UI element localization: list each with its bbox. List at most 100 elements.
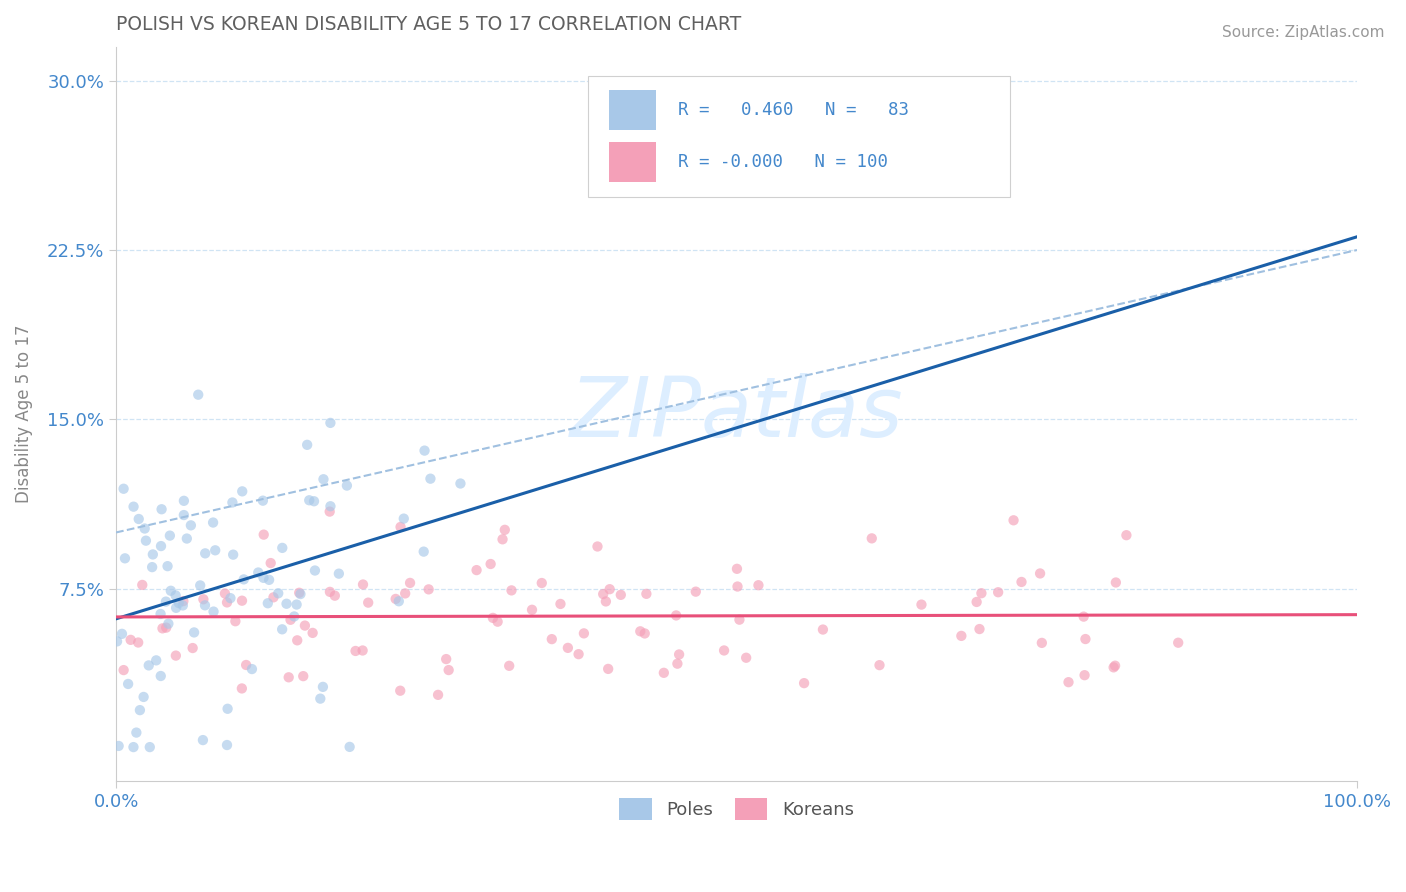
Point: [479, 557, 502, 571]
Point: [309, 691, 332, 706]
Point: [149, 607, 172, 621]
Point: [599, 582, 621, 597]
Point: [498, 658, 520, 673]
Point: [231, 681, 253, 696]
Point: [155, 594, 177, 608]
FancyBboxPatch shape: [609, 90, 655, 130]
Point: [418, 582, 440, 597]
Point: [572, 626, 595, 640]
Point: [1104, 658, 1126, 673]
Point: [222, 548, 245, 562]
Point: [312, 472, 335, 486]
Point: [107, 739, 129, 753]
Point: [344, 644, 367, 658]
Point: [598, 662, 620, 676]
Point: [357, 596, 380, 610]
Point: [419, 472, 441, 486]
Point: [388, 594, 411, 608]
Point: [725, 562, 748, 576]
Point: [530, 576, 553, 591]
Point: [240, 662, 263, 676]
Point: [165, 648, 187, 663]
Point: [165, 589, 187, 603]
Point: [232, 573, 254, 587]
Point: [319, 416, 342, 430]
Point: [666, 657, 689, 671]
Point: [610, 588, 633, 602]
Point: [520, 603, 543, 617]
Point: [685, 584, 707, 599]
Point: [793, 676, 815, 690]
Point: [141, 560, 163, 574]
Point: [312, 680, 335, 694]
Point: [713, 643, 735, 657]
Point: [252, 493, 274, 508]
Point: [165, 600, 187, 615]
Point: [735, 650, 758, 665]
FancyBboxPatch shape: [609, 143, 655, 182]
Point: [193, 592, 215, 607]
Point: [294, 618, 316, 632]
Point: [285, 598, 308, 612]
Point: [159, 528, 181, 542]
Point: [389, 520, 412, 534]
Point: [811, 623, 834, 637]
Point: [550, 597, 572, 611]
Point: [1011, 574, 1033, 589]
Point: [288, 586, 311, 600]
Point: [271, 623, 294, 637]
Point: [628, 624, 651, 639]
Point: [202, 605, 225, 619]
Point: [1029, 566, 1052, 581]
Point: [970, 586, 993, 600]
Point: [173, 508, 195, 522]
Point: [194, 546, 217, 560]
Point: [217, 702, 239, 716]
Point: [138, 658, 160, 673]
Point: [634, 626, 657, 640]
Point: [298, 493, 321, 508]
Point: [159, 583, 181, 598]
Point: [747, 578, 769, 592]
Point: [1074, 632, 1097, 646]
Point: [339, 739, 361, 754]
Point: [122, 740, 145, 755]
Point: [486, 615, 509, 629]
Point: [1002, 513, 1025, 527]
Point: [260, 556, 283, 570]
Point: [132, 690, 155, 704]
Point: [1057, 675, 1080, 690]
FancyBboxPatch shape: [588, 76, 1010, 197]
Point: [987, 585, 1010, 599]
Point: [105, 634, 128, 648]
Point: [112, 482, 135, 496]
Point: [1105, 575, 1128, 590]
Point: [665, 608, 688, 623]
Point: [231, 484, 253, 499]
Point: [280, 613, 302, 627]
Point: [586, 540, 609, 554]
Point: [1073, 668, 1095, 682]
Text: ZIPatlas: ZIPatlas: [569, 374, 903, 454]
Point: [149, 669, 172, 683]
Point: [318, 505, 340, 519]
Point: [131, 578, 153, 592]
Point: [728, 613, 751, 627]
Point: [215, 738, 238, 752]
Point: [181, 640, 204, 655]
Point: [129, 703, 152, 717]
Point: [150, 539, 173, 553]
Point: [214, 586, 236, 600]
Point: [482, 611, 505, 625]
Point: [277, 670, 299, 684]
Point: [328, 566, 350, 581]
Point: [290, 587, 312, 601]
Point: [172, 594, 194, 608]
Point: [540, 632, 562, 647]
Point: [394, 586, 416, 600]
Point: [389, 683, 412, 698]
Point: [494, 523, 516, 537]
Point: [120, 632, 142, 647]
Point: [1073, 609, 1095, 624]
Point: [285, 633, 308, 648]
